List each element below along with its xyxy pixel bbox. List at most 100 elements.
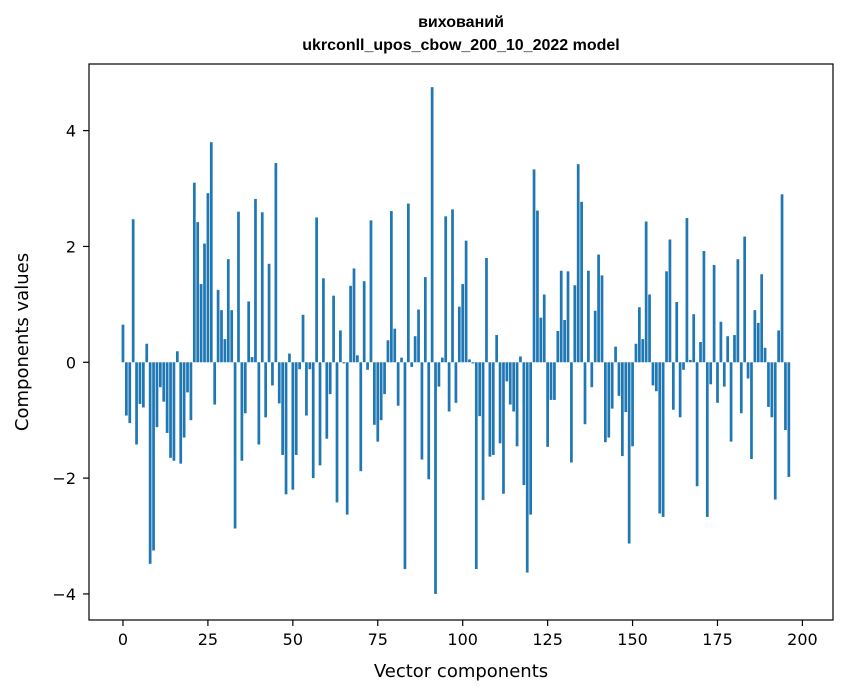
bar-10 (155, 362, 159, 428)
bar-113 (505, 362, 509, 382)
y-tick-label: 4 (66, 122, 76, 141)
bar-184 (746, 362, 750, 379)
bar-1 (125, 362, 128, 416)
bar-52 (298, 362, 301, 370)
bar-166 (685, 218, 689, 363)
bar-47 (281, 362, 284, 455)
bar-100 (461, 284, 465, 363)
bar-92 (434, 362, 437, 594)
bar-83 (403, 362, 407, 570)
bar-137 (587, 270, 590, 363)
bar-37 (247, 301, 251, 363)
bar-135 (580, 201, 583, 363)
bar-108 (488, 362, 492, 457)
bar-78 (386, 340, 390, 363)
plot-frame (88, 63, 834, 621)
y-tick-label: 0 (66, 353, 76, 372)
bar-140 (597, 254, 600, 363)
x-tick-label: 25 (198, 630, 218, 649)
bar-126 (549, 362, 553, 400)
bar-34 (237, 211, 240, 363)
bar-58 (318, 362, 322, 466)
bar-167 (688, 359, 692, 363)
bar-36 (243, 362, 247, 414)
bar-45 (274, 163, 278, 363)
bar-186 (753, 310, 757, 363)
y-tick-label: −2 (52, 469, 76, 488)
bar-109 (491, 362, 495, 455)
bar-62 (332, 295, 335, 363)
bar-93 (437, 362, 441, 387)
bar-79 (390, 211, 393, 363)
bar-72 (366, 362, 369, 370)
bar-152 (638, 307, 641, 363)
bar-169 (695, 362, 699, 487)
bar-19 (186, 362, 189, 393)
bar-171 (702, 251, 706, 363)
bar-123 (539, 317, 543, 363)
bar-190 (767, 362, 770, 407)
bar-29 (220, 310, 223, 363)
bar-150 (631, 362, 634, 447)
bar-44 (271, 362, 274, 386)
bar-33 (233, 362, 237, 529)
bar-168 (692, 314, 696, 363)
bar-145 (614, 346, 617, 363)
bar-69 (356, 355, 359, 363)
bar-25 (206, 193, 210, 363)
bar-144 (610, 362, 614, 409)
bar-155 (648, 294, 651, 363)
bar-151 (634, 343, 638, 363)
bar-120 (529, 362, 532, 515)
bar-134 (576, 164, 580, 363)
bar-148 (624, 362, 628, 413)
bar-24 (203, 243, 206, 363)
bar-49 (288, 353, 291, 363)
bar-117 (519, 356, 522, 363)
bar-161 (668, 239, 672, 363)
x-tick-label: 50 (283, 630, 303, 649)
bar-68 (352, 268, 356, 363)
bar-21 (192, 182, 196, 363)
bar-189 (763, 347, 767, 363)
bar-194 (780, 194, 784, 363)
bar-66 (345, 362, 349, 515)
bar-87 (417, 309, 420, 363)
bar-154 (644, 221, 648, 363)
bar-192 (773, 362, 777, 500)
bar-139 (593, 310, 597, 363)
bar-46 (277, 362, 281, 404)
bar-96 (447, 362, 451, 412)
bar-110 (495, 335, 499, 363)
bar-187 (756, 322, 760, 363)
bar-53 (301, 314, 305, 363)
bar-15 (172, 362, 176, 461)
bar-14 (169, 362, 172, 458)
bar-183 (743, 236, 747, 363)
bar-127 (553, 362, 556, 400)
bar-64 (339, 330, 342, 363)
bar-0 (121, 324, 125, 363)
bar-27 (213, 362, 217, 405)
bar-39 (254, 198, 257, 363)
bar-172 (705, 362, 709, 517)
bar-133 (573, 285, 577, 363)
x-tick-label: 200 (787, 630, 818, 649)
bar-188 (760, 274, 764, 363)
bar-101 (464, 240, 468, 363)
bar-195 (784, 362, 787, 431)
bar-131 (566, 271, 570, 363)
bar-179 (729, 362, 733, 442)
bar-106 (481, 362, 485, 501)
bar-181 (736, 259, 740, 363)
bar-16 (175, 351, 179, 363)
bar-30 (223, 339, 227, 363)
bar-132 (570, 362, 573, 463)
bar-7 (145, 343, 149, 363)
bar-163 (675, 302, 679, 363)
bar-111 (498, 362, 502, 444)
bar-40 (257, 362, 261, 445)
bar-157 (654, 362, 658, 392)
bar-56 (311, 362, 315, 479)
bar-38 (250, 357, 254, 363)
